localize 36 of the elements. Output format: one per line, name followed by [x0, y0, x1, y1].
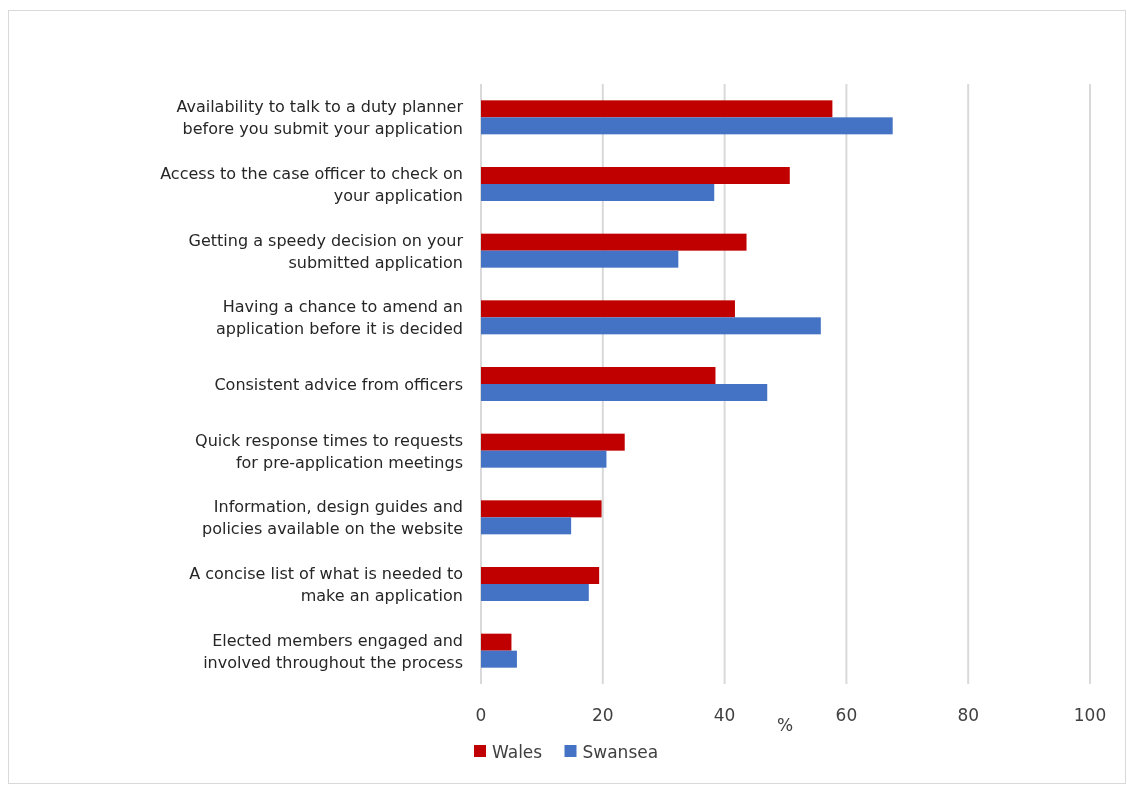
bar [481, 250, 679, 268]
x-tick-label: 80 [957, 705, 980, 725]
x-tick-label: 100 [1073, 705, 1107, 725]
bar [481, 300, 735, 318]
bar [481, 650, 517, 668]
bar [481, 233, 747, 251]
bar [481, 100, 833, 118]
y-tick-label: Consistent advice from officers [214, 375, 463, 394]
bar [481, 500, 602, 518]
bar [481, 450, 607, 468]
x-tick-label: 20 [591, 705, 614, 725]
y-tick-label: Getting a speedy decision on your submitted application [188, 230, 464, 272]
bar [481, 167, 790, 184]
x-tick-label: 0 [475, 705, 487, 725]
bar [481, 367, 716, 384]
y-tick-label: Information, design guides and policies available on the website [202, 497, 463, 539]
y-tick-label: Availability to talk to a duty planner before you submit your application [176, 97, 464, 139]
y-tick-label: Elected members engaged and involved throughout the process [203, 630, 463, 672]
y-tick-label: A concise list of what is needed to make an application [189, 564, 463, 605]
x-axis-title: % [776, 715, 794, 735]
bar [481, 117, 893, 135]
bar [481, 433, 625, 451]
x-tick-label: 40 [713, 705, 736, 725]
bar [481, 633, 512, 651]
bar [481, 517, 572, 535]
bar [481, 384, 768, 401]
bar [481, 184, 715, 201]
bar [481, 567, 600, 584]
y-tick-label: Access to the case officer to check on your application [160, 164, 463, 205]
legend-label: Wales [492, 742, 543, 762]
y-tick-label: Having a chance to amend an application before it is decided [216, 297, 463, 339]
y-tick-label: Quick response times to requests for pre-application meetings [195, 430, 463, 472]
x-tick-label: 60 [835, 705, 858, 725]
bar [481, 317, 821, 335]
bar [481, 584, 589, 601]
legend-label: Swansea [582, 742, 659, 762]
